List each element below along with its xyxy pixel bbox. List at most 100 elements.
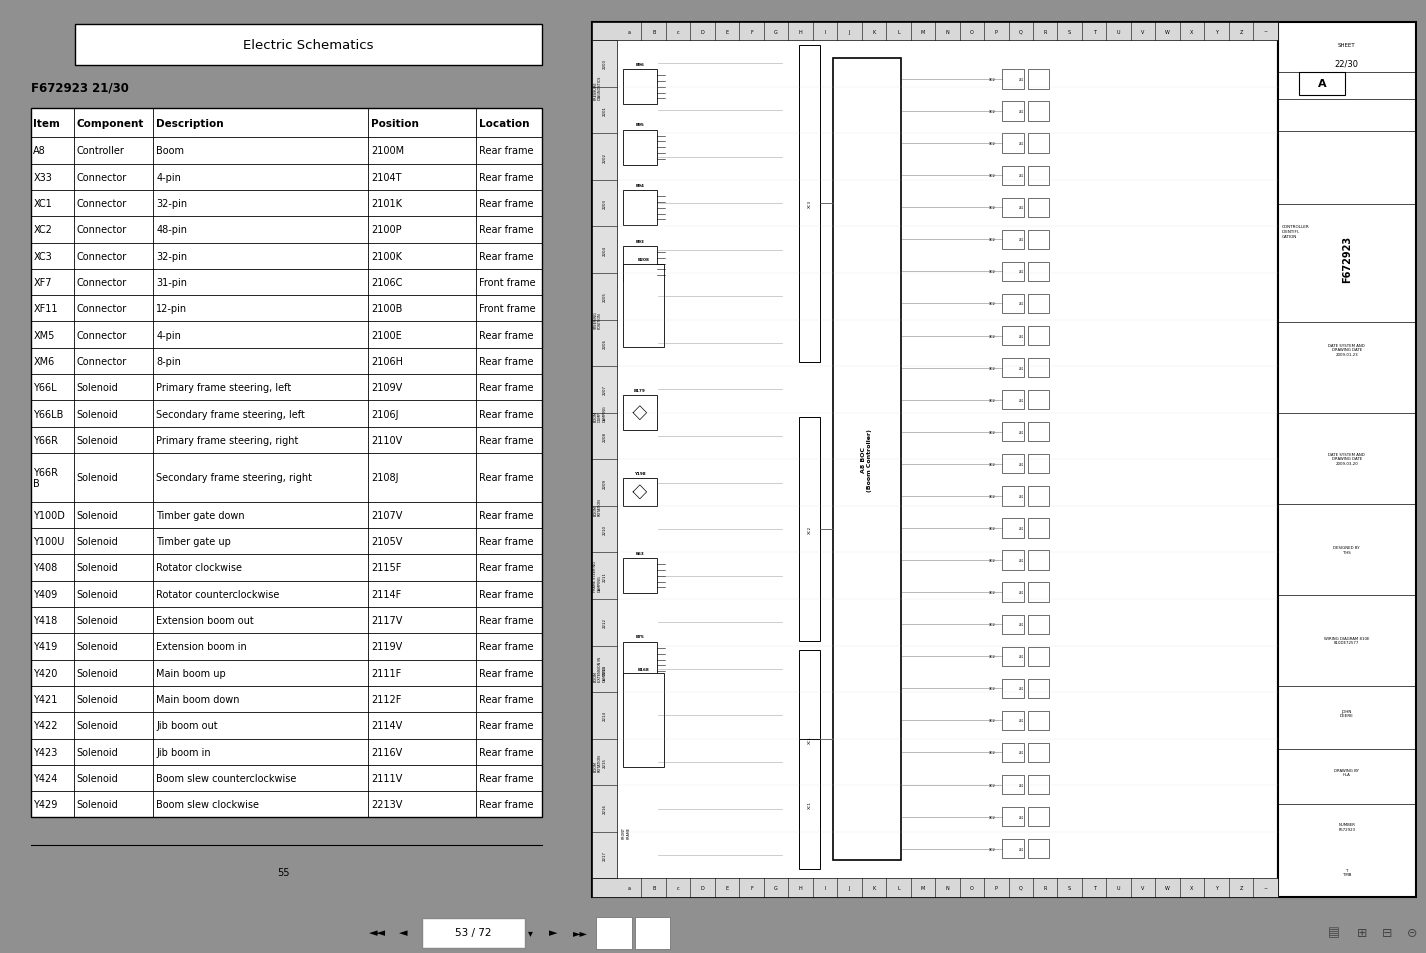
Text: W: W (1165, 30, 1169, 34)
Text: Solenoid: Solenoid (77, 616, 118, 625)
Text: B96: B96 (636, 63, 645, 67)
Text: 2107V: 2107V (371, 510, 402, 520)
Text: 2217: 2217 (602, 850, 606, 861)
Text: XC2: XC2 (988, 430, 995, 435)
Text: 2111F: 2111F (371, 668, 402, 678)
Text: ⊞: ⊞ (1356, 925, 1368, 939)
Text: Rear frame: Rear frame (479, 409, 533, 419)
Text: Z61: Z61 (1020, 462, 1024, 466)
Text: Secondary frame steering, right: Secondary frame steering, right (157, 473, 312, 483)
Text: XC3: XC3 (33, 252, 53, 261)
Bar (635, 917, 670, 949)
Text: Timber gate up: Timber gate up (157, 537, 231, 547)
Text: 2117V: 2117V (371, 616, 402, 625)
Text: BOOM
EXTENSION IN
DAMPING: BOOM EXTENSION IN DAMPING (593, 657, 606, 681)
Text: B: B (652, 30, 656, 34)
Text: ~: ~ (1263, 30, 1268, 34)
Text: B95: B95 (636, 123, 645, 127)
Bar (623, 478, 657, 506)
Text: W: W (1165, 885, 1169, 890)
Text: T: T (1092, 30, 1095, 34)
Text: Z61: Z61 (1020, 398, 1024, 402)
Text: Y420: Y420 (33, 668, 57, 678)
Text: U: U (1117, 30, 1121, 34)
Text: 2100B: 2100B (371, 304, 402, 314)
Text: Z: Z (1239, 885, 1242, 890)
Text: XC2: XC2 (988, 174, 995, 178)
Text: Rear frame: Rear frame (479, 641, 533, 652)
Text: XC2: XC2 (988, 206, 995, 210)
Text: Solenoid: Solenoid (77, 773, 118, 783)
Text: BOOM
ROTATION: BOOM ROTATION (593, 497, 602, 516)
Text: 8-pin: 8-pin (157, 356, 181, 367)
Text: XC2: XC2 (988, 847, 995, 851)
Text: 2206: 2206 (602, 338, 606, 349)
Text: 31-pin: 31-pin (157, 277, 187, 288)
Text: a: a (627, 30, 630, 34)
Text: Jib boom in: Jib boom in (157, 747, 211, 757)
Text: XC1: XC1 (807, 801, 811, 808)
Text: XM5: XM5 (33, 331, 54, 340)
Text: 2109V: 2109V (371, 383, 402, 393)
Bar (1002, 358, 1024, 377)
FancyBboxPatch shape (422, 918, 525, 948)
Bar (1028, 518, 1050, 538)
Bar (30, 138, 542, 165)
Text: Z61: Z61 (1020, 782, 1024, 787)
Text: c: c (677, 885, 679, 890)
Bar (1002, 487, 1024, 506)
Bar (30, 739, 542, 765)
Text: L: L (897, 30, 900, 34)
Text: Y66R: Y66R (33, 436, 58, 445)
Bar (30, 270, 542, 295)
Text: XF7: XF7 (33, 277, 51, 288)
Text: STEERING
POSITION: STEERING POSITION (593, 312, 602, 329)
Text: JOHN
DEERE: JOHN DEERE (1340, 709, 1353, 718)
Text: Y100U: Y100U (33, 537, 64, 547)
Text: XC2: XC2 (988, 719, 995, 722)
Text: A8 BOC
(Boom Controller): A8 BOC (Boom Controller) (861, 428, 873, 491)
Text: X: X (1191, 885, 1194, 890)
Text: Rear frame: Rear frame (479, 510, 533, 520)
Text: CONTROLLER
IDENTIFI-
CATION: CONTROLLER IDENTIFI- CATION (1282, 225, 1309, 238)
Text: Y408: Y408 (33, 563, 57, 573)
Text: Z61: Z61 (1020, 238, 1024, 242)
Text: B53: B53 (636, 551, 645, 555)
Text: Electric Schematics: Electric Schematics (244, 39, 374, 51)
Text: 2105V: 2105V (371, 537, 402, 547)
Text: 55: 55 (278, 867, 289, 877)
Text: 4-pin: 4-pin (157, 331, 181, 340)
Text: Description: Description (157, 119, 224, 129)
Text: Z61: Z61 (1020, 366, 1024, 370)
Bar (30, 555, 542, 581)
Text: Z61: Z61 (1020, 751, 1024, 755)
Text: 2116V: 2116V (371, 747, 402, 757)
Text: XC1: XC1 (807, 735, 811, 743)
Text: 2106J: 2106J (371, 409, 399, 419)
Text: X33: X33 (33, 172, 53, 183)
Text: Timber gate down: Timber gate down (157, 510, 245, 520)
Text: B94: B94 (636, 184, 645, 188)
Bar (1028, 487, 1050, 506)
Text: Rear frame: Rear frame (479, 537, 533, 547)
Text: Z61: Z61 (1020, 430, 1024, 435)
Text: T: T (1092, 885, 1095, 890)
Text: Solenoid: Solenoid (77, 510, 118, 520)
Text: Rear frame: Rear frame (479, 146, 533, 156)
Text: Q: Q (1018, 885, 1022, 890)
Text: P: P (995, 885, 998, 890)
Text: Rear frame: Rear frame (479, 436, 533, 445)
Text: DESIGNED BY
THS: DESIGNED BY THS (1333, 545, 1360, 554)
Text: 2204: 2204 (602, 246, 606, 255)
Text: U: U (1117, 885, 1121, 890)
Text: X: X (1191, 30, 1194, 34)
Text: XC2: XC2 (988, 558, 995, 562)
Bar (623, 131, 657, 166)
Text: H: H (799, 30, 803, 34)
Bar (1028, 391, 1050, 410)
Text: Connector: Connector (77, 277, 127, 288)
Text: DATE SYSTEM AND
DRAWING DATE
2009-03-20: DATE SYSTEM AND DRAWING DATE 2009-03-20 (1329, 453, 1365, 465)
Text: F672923: F672923 (1342, 235, 1352, 283)
Text: 2209: 2209 (602, 478, 606, 488)
Text: Connector: Connector (77, 356, 127, 367)
